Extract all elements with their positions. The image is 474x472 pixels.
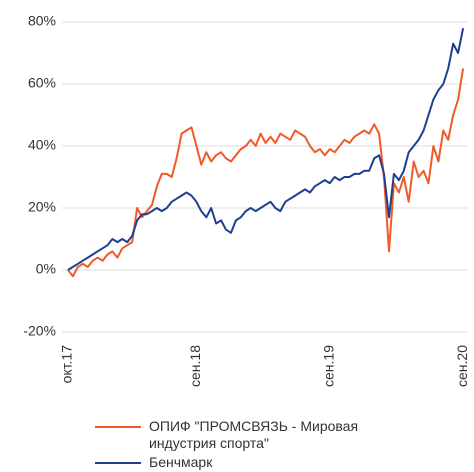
- y-tick-label: 40%: [28, 137, 56, 153]
- y-tick-label: -20%: [23, 323, 56, 339]
- legend-swatch: [95, 462, 141, 464]
- y-tick-label: 60%: [28, 75, 56, 91]
- y-tick-label: 80%: [28, 13, 56, 29]
- legend-item: Бенчмарк: [95, 454, 424, 471]
- y-tick-label: 0%: [36, 261, 56, 277]
- y-tick-label: 20%: [28, 199, 56, 215]
- legend-swatch: [95, 426, 141, 428]
- x-tick-label: окт.17: [59, 345, 75, 384]
- x-tick-label: сен.18: [187, 345, 203, 387]
- legend-label: Бенчмарк: [149, 454, 213, 470]
- chart: -20% 0% 20% 40% 60% 80% окт.17 сен.18 сен.19 сен.…: [23, 13, 470, 387]
- legend-item: ОПИФ "ПРОМСВЯЗЬ - Мировая индустрия спор…: [95, 418, 424, 452]
- legend-label: ОПИФ "ПРОМСВЯЗЬ - Мировая индустрия спор…: [149, 418, 359, 451]
- x-tick-label: сен.19: [320, 345, 336, 387]
- x-tick-label: сен.20: [454, 345, 470, 387]
- series-line: [67, 28, 465, 271]
